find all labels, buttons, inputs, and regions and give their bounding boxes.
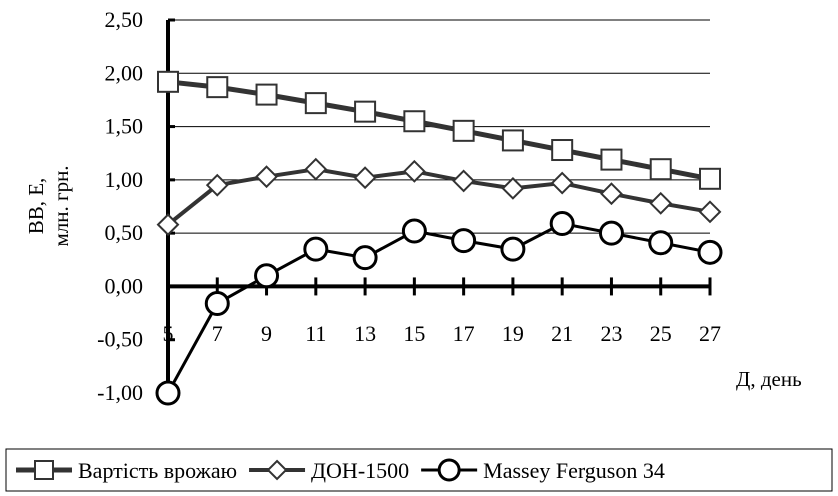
data-point-0-4	[354, 100, 377, 123]
data-point-1-2	[255, 165, 278, 189]
data-point-1-4	[353, 166, 377, 190]
x-axis-label: Д, день	[736, 367, 802, 391]
y-tick-label-4: 0,50	[105, 220, 144, 245]
x-tick-label-11: 27	[699, 321, 721, 346]
data-point-1-11	[698, 200, 722, 224]
y-axis-label-line1: ВВ, Е,	[24, 178, 48, 235]
y-tick-label-7: -1,00	[97, 380, 143, 405]
data-point-2-4	[352, 245, 378, 271]
legend: Вартість врожаю ДОН-1500 Massey Ferguson 3…	[16, 458, 665, 483]
data-point-1-5	[402, 159, 426, 183]
data-point-1-0	[156, 213, 180, 237]
data-point-2-8	[549, 211, 575, 237]
data-point-1-9	[600, 182, 623, 206]
x-tick-label-8: 21	[551, 321, 573, 346]
x-tick-label-7: 19	[502, 321, 524, 346]
y-tick-label-5: 0,00	[105, 273, 144, 298]
series-line-0	[167, 79, 711, 182]
axes	[166, 18, 712, 398]
data-point-0-9	[600, 148, 623, 171]
data-point-1-7	[501, 176, 525, 200]
data-point-0-0	[157, 70, 179, 93]
series-line-2	[166, 222, 711, 394]
legend-box	[5, 448, 833, 492]
data-point-1-8	[550, 171, 574, 195]
y-tick-label-0: 2,50	[105, 7, 144, 32]
data-point-0-7	[501, 129, 524, 152]
legend-label-1: ДОН-1500	[311, 458, 409, 483]
x-tick-label-10: 25	[650, 321, 672, 346]
data-point-0-3	[304, 92, 327, 115]
data-point-2-11	[697, 239, 723, 265]
legend-marker-1	[266, 459, 288, 481]
series-2	[155, 211, 723, 406]
data-point-0-8	[551, 139, 574, 162]
data-point-0-11	[699, 167, 721, 190]
data-point-1-10	[649, 191, 673, 215]
y-tick-label-6: -0,50	[97, 327, 143, 352]
data-point-0-2	[255, 83, 278, 106]
x-tick-label-6: 17	[453, 321, 475, 346]
legend-label-0: Вартість врожаю	[78, 458, 237, 483]
data-point-0-6	[452, 119, 475, 142]
legend-entry-0: Вартість врожаю	[16, 458, 237, 483]
tick-labels: 2,50 2,00 1,50 1,00 0,50 0,00 -0,50 -1,00 5 7 9 11 1…	[97, 7, 721, 405]
y-tick-label-2: 1,50	[105, 114, 144, 139]
x-tick-label-4: 13	[354, 321, 376, 346]
data-point-0-1	[206, 76, 229, 99]
legend-label-2: Massey Ferguson 34	[483, 458, 665, 483]
data-point-0-5	[403, 110, 426, 133]
legend-entry-1: ДОН-1500	[249, 458, 409, 483]
data-point-2-3	[303, 236, 329, 262]
x-tick-label-5: 15	[403, 321, 425, 346]
series-layer	[155, 70, 723, 406]
y-tick-label-3: 1,00	[105, 167, 144, 192]
data-point-2-9	[598, 220, 624, 246]
series-0	[157, 70, 721, 190]
data-point-1-6	[452, 169, 476, 193]
data-point-2-6	[451, 228, 477, 254]
data-point-2-10	[648, 230, 674, 256]
series-1	[156, 157, 722, 237]
x-tick-label-0: 5	[163, 321, 174, 346]
data-point-2-7	[500, 236, 526, 262]
legend-entry-2: Massey Ferguson 34	[421, 458, 665, 483]
data-point-2-0	[155, 380, 181, 406]
x-tick-label-2: 9	[261, 321, 272, 346]
x-tick-label-3: 11	[305, 321, 326, 346]
legend-marker-0	[34, 460, 54, 480]
y-axis-label-line2: млн. грн.	[49, 165, 73, 246]
series-line-1	[166, 167, 711, 227]
data-point-1-1	[205, 173, 229, 197]
data-point-2-1	[204, 290, 230, 316]
data-point-2-2	[254, 263, 280, 289]
y-tick-label-1: 2,00	[105, 60, 144, 85]
x-tick-label-1: 7	[212, 321, 223, 346]
data-point-0-10	[649, 158, 672, 181]
legend-marker-2	[437, 458, 461, 482]
data-point-1-3	[304, 157, 328, 181]
data-point-2-5	[401, 218, 427, 244]
x-tick-label-9: 23	[600, 321, 622, 346]
